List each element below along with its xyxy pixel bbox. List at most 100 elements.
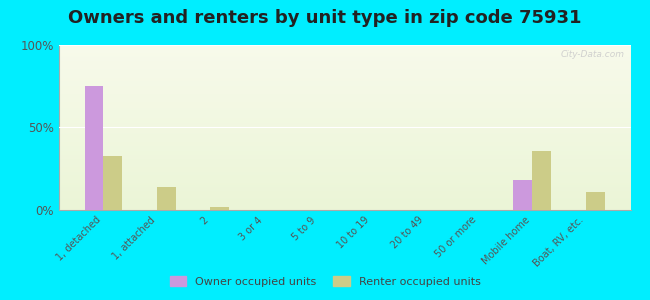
Bar: [58, 159, 630, 160]
Bar: [58, 183, 630, 184]
Bar: [58, 185, 630, 186]
Bar: [58, 157, 630, 158]
Bar: [58, 190, 630, 191]
Bar: [58, 205, 630, 206]
Bar: [58, 100, 630, 101]
Bar: [58, 208, 630, 209]
Bar: [58, 150, 630, 151]
Bar: [58, 147, 630, 148]
Bar: [58, 71, 630, 72]
Bar: [58, 114, 630, 115]
Bar: [58, 57, 630, 58]
Bar: [58, 74, 630, 75]
Bar: [58, 187, 630, 188]
Bar: [58, 197, 630, 198]
Bar: [58, 173, 630, 174]
Bar: [58, 116, 630, 117]
Bar: [58, 169, 630, 170]
Text: City-Data.com: City-Data.com: [561, 50, 625, 59]
Bar: [58, 195, 630, 196]
Text: Owners and renters by unit type in zip code 75931: Owners and renters by unit type in zip c…: [68, 9, 582, 27]
Bar: [58, 137, 630, 138]
Bar: [58, 102, 630, 103]
Bar: [58, 109, 630, 110]
Bar: [58, 51, 630, 52]
Bar: [58, 154, 630, 155]
Bar: [58, 85, 630, 86]
Bar: [58, 188, 630, 189]
Bar: [58, 52, 630, 53]
Bar: [58, 142, 630, 143]
Bar: [58, 78, 630, 79]
Bar: [58, 62, 630, 63]
Bar: [58, 80, 630, 81]
Bar: [58, 97, 630, 98]
Bar: [58, 178, 630, 179]
Bar: [58, 199, 630, 200]
Bar: [58, 167, 630, 168]
Bar: [58, 58, 630, 59]
Bar: [58, 68, 630, 69]
Bar: [58, 79, 630, 80]
Bar: [58, 103, 630, 104]
Bar: [58, 131, 630, 132]
Bar: [58, 176, 630, 177]
Bar: [58, 63, 630, 64]
Bar: [58, 59, 630, 60]
Bar: [58, 90, 630, 91]
Bar: [58, 155, 630, 156]
Bar: [58, 69, 630, 70]
Bar: [58, 119, 630, 120]
Bar: [58, 132, 630, 133]
Bar: [58, 108, 630, 109]
Bar: [58, 77, 630, 78]
Bar: [58, 130, 630, 131]
Bar: [58, 85, 630, 86]
Bar: [58, 160, 630, 161]
Bar: [58, 181, 630, 182]
Bar: [58, 202, 630, 203]
Bar: [58, 84, 630, 85]
Bar: [58, 141, 630, 142]
Bar: [58, 104, 630, 105]
Bar: [58, 55, 630, 56]
Bar: [58, 192, 630, 193]
Bar: [58, 139, 630, 140]
Bar: [58, 64, 630, 65]
Bar: [58, 48, 630, 49]
Bar: [58, 99, 630, 100]
Bar: [58, 196, 630, 197]
Bar: [58, 124, 630, 125]
Bar: [58, 144, 630, 145]
Bar: [58, 111, 630, 112]
Bar: [58, 54, 630, 55]
Bar: [58, 166, 630, 167]
Bar: [58, 47, 630, 48]
Bar: [58, 177, 630, 178]
Bar: [58, 201, 630, 202]
Bar: [58, 200, 630, 201]
Bar: [58, 126, 630, 127]
Bar: [58, 96, 630, 97]
Bar: [58, 158, 630, 159]
Bar: [58, 168, 630, 169]
Bar: [58, 115, 630, 116]
Bar: [58, 56, 630, 57]
Bar: [84, 86, 103, 210]
Bar: [58, 70, 630, 71]
Bar: [58, 73, 630, 74]
Bar: [58, 184, 630, 185]
Bar: [58, 93, 630, 94]
Bar: [58, 186, 630, 187]
Bar: [58, 125, 630, 126]
Bar: [58, 49, 630, 50]
Bar: [58, 65, 630, 66]
Bar: [58, 164, 630, 165]
Bar: [58, 138, 630, 139]
Bar: [514, 180, 532, 210]
Bar: [58, 53, 630, 54]
Bar: [58, 206, 630, 207]
Bar: [58, 98, 630, 99]
Bar: [58, 127, 630, 128]
Bar: [58, 191, 630, 192]
